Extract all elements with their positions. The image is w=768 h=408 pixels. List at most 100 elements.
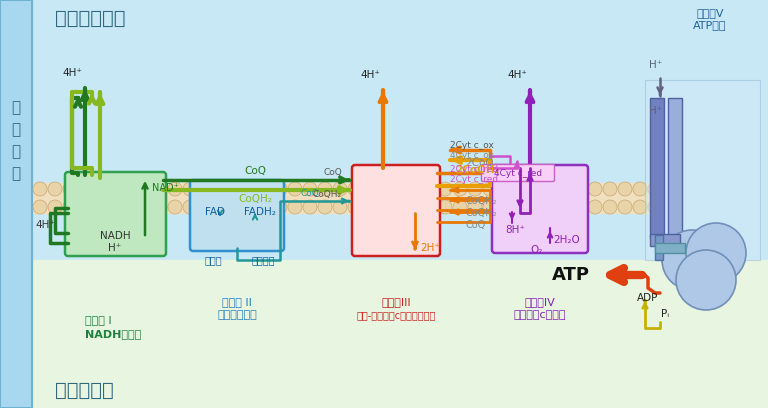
FancyBboxPatch shape — [352, 165, 440, 256]
Text: 复合物 II: 复合物 II — [222, 297, 252, 307]
Bar — [668, 98, 682, 238]
Circle shape — [618, 200, 632, 214]
Text: ATP: ATP — [552, 266, 590, 284]
Text: CoQH₂: CoQH₂ — [238, 194, 272, 204]
Text: 2CoQH₂: 2CoQH₂ — [455, 165, 499, 175]
Text: 2Cyt c_ox: 2Cyt c_ox — [450, 142, 494, 151]
Circle shape — [318, 200, 332, 214]
Circle shape — [363, 182, 377, 196]
Circle shape — [588, 182, 602, 196]
Circle shape — [303, 182, 317, 196]
Circle shape — [78, 182, 92, 196]
Circle shape — [243, 182, 257, 196]
Circle shape — [633, 182, 647, 196]
Circle shape — [483, 182, 497, 196]
Text: 复合物III: 复合物III — [381, 297, 411, 307]
Text: 4Cyt c_red: 4Cyt c_red — [494, 169, 542, 177]
Circle shape — [393, 182, 407, 196]
Text: CoQ: CoQ — [323, 168, 342, 177]
Circle shape — [78, 200, 92, 214]
Circle shape — [528, 200, 542, 214]
Circle shape — [393, 200, 407, 214]
Circle shape — [168, 200, 182, 214]
Circle shape — [408, 200, 422, 214]
FancyBboxPatch shape — [492, 165, 588, 253]
Circle shape — [138, 182, 152, 196]
Circle shape — [603, 200, 617, 214]
Circle shape — [468, 200, 482, 214]
Circle shape — [438, 182, 452, 196]
Circle shape — [33, 182, 47, 196]
Text: 度: 度 — [12, 166, 21, 182]
Bar — [650, 98, 664, 238]
Text: 2CoQ: 2CoQ — [465, 158, 494, 168]
Circle shape — [318, 182, 332, 196]
Circle shape — [153, 182, 167, 196]
Circle shape — [348, 200, 362, 214]
Text: 细胞色素c氧化酶: 细胞色素c氧化酶 — [514, 310, 566, 320]
Circle shape — [588, 200, 602, 214]
Circle shape — [243, 200, 257, 214]
Circle shape — [153, 200, 167, 214]
Circle shape — [138, 200, 152, 214]
Circle shape — [468, 182, 482, 196]
Circle shape — [288, 200, 302, 214]
Circle shape — [213, 182, 227, 196]
Circle shape — [423, 200, 437, 214]
Circle shape — [213, 200, 227, 214]
Text: 8H⁺: 8H⁺ — [505, 225, 525, 235]
Circle shape — [662, 230, 722, 290]
Text: FADH₂: FADH₂ — [244, 207, 276, 217]
Circle shape — [228, 182, 242, 196]
Circle shape — [408, 182, 422, 196]
Text: 电: 电 — [12, 100, 21, 115]
Text: 4H⁺: 4H⁺ — [35, 220, 55, 230]
Circle shape — [348, 182, 362, 196]
Circle shape — [573, 182, 587, 196]
Circle shape — [498, 200, 512, 214]
Circle shape — [63, 182, 77, 196]
FancyBboxPatch shape — [482, 164, 554, 182]
Text: 琥珀酸: 琥珀酸 — [204, 255, 222, 265]
Circle shape — [93, 182, 107, 196]
Circle shape — [543, 182, 557, 196]
Circle shape — [183, 200, 197, 214]
Bar — [650, 234, 680, 246]
Text: ADP: ADP — [637, 293, 659, 303]
Bar — [655, 243, 685, 253]
Circle shape — [483, 200, 497, 214]
Circle shape — [303, 200, 317, 214]
Circle shape — [108, 200, 122, 214]
Circle shape — [33, 200, 47, 214]
Circle shape — [543, 200, 557, 214]
Text: ATP合酶: ATP合酶 — [694, 20, 727, 30]
Text: 4H⁺: 4H⁺ — [507, 70, 527, 80]
FancyBboxPatch shape — [65, 172, 166, 256]
Text: FAD: FAD — [205, 207, 225, 217]
Circle shape — [48, 182, 62, 196]
Text: 复合物 I: 复合物 I — [85, 315, 111, 325]
Circle shape — [258, 200, 272, 214]
Text: CoQH₂: CoQH₂ — [465, 208, 496, 218]
Bar — [0, 0, 32, 408]
Text: 2Cyt c_red: 2Cyt c_red — [450, 166, 498, 175]
Bar — [645, 80, 760, 260]
Circle shape — [648, 182, 662, 196]
Bar — [32, 183, 660, 213]
Text: 2H₂O: 2H₂O — [553, 235, 580, 245]
FancyBboxPatch shape — [190, 180, 284, 251]
Text: CoQH₂: CoQH₂ — [313, 190, 342, 199]
Circle shape — [453, 182, 467, 196]
Text: H⁺: H⁺ — [108, 243, 121, 253]
Text: O₂: O₂ — [531, 245, 543, 255]
Text: H⁺: H⁺ — [650, 106, 663, 116]
Text: NADH: NADH — [100, 231, 131, 241]
Text: 琥珀酸脱氢酶: 琥珀酸脱氢酶 — [217, 310, 257, 320]
Circle shape — [378, 200, 392, 214]
Text: 泛醌-细胞色素c还原酶复合物: 泛醌-细胞色素c还原酶复合物 — [356, 310, 435, 320]
Circle shape — [63, 200, 77, 214]
Circle shape — [228, 200, 242, 214]
Text: 线粒体基质: 线粒体基质 — [55, 381, 114, 399]
Text: NADH脱氢酶: NADH脱氢酶 — [85, 329, 141, 339]
Text: 4Cyt c_ox: 4Cyt c_ox — [450, 151, 494, 160]
